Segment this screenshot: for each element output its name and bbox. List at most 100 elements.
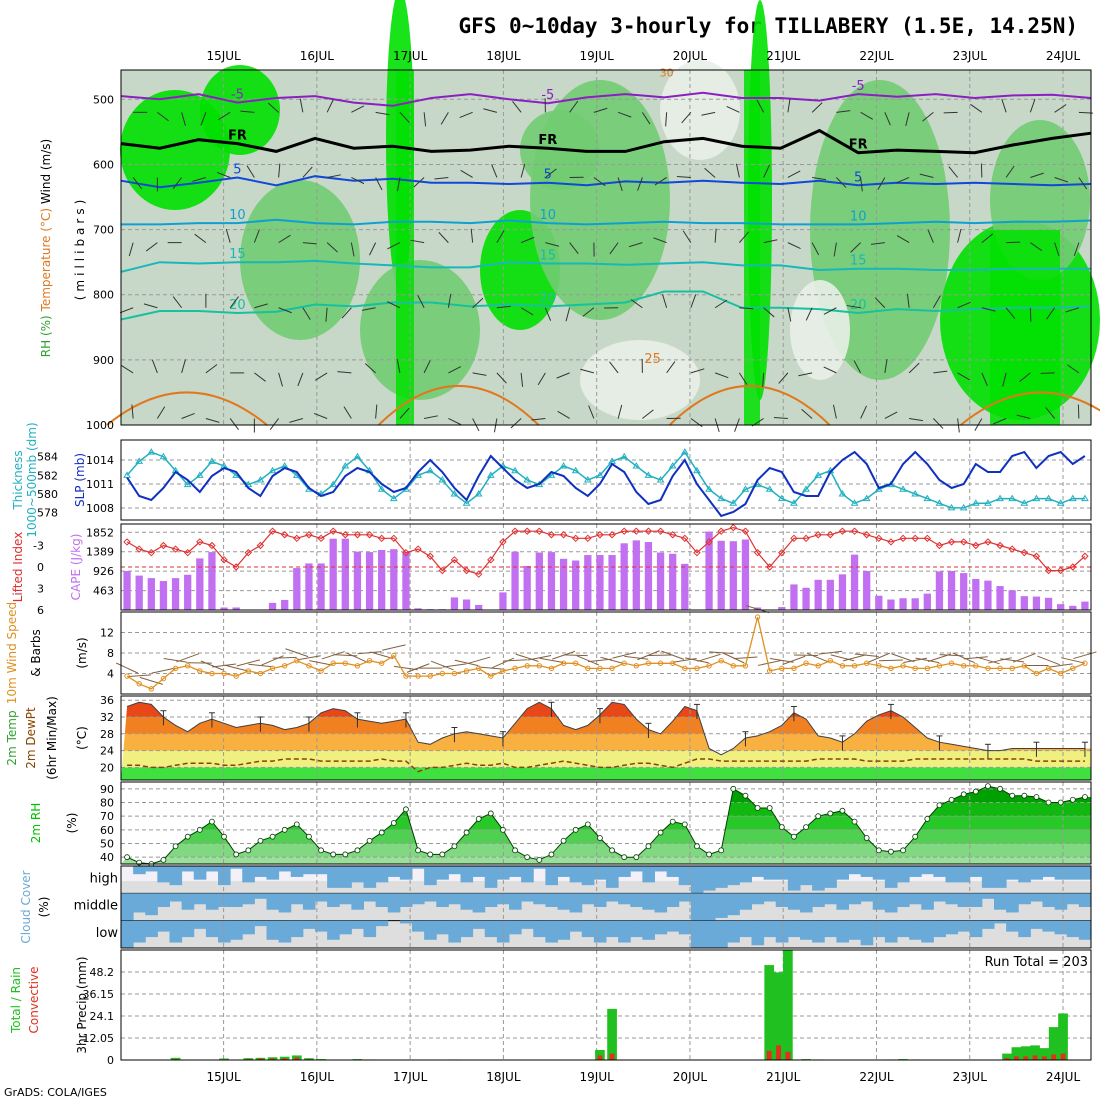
cloud-bar-middle bbox=[618, 893, 631, 905]
wind-barb bbox=[423, 360, 431, 374]
cloud-row-label: middle bbox=[74, 899, 118, 914]
date-label-bottom: 17JUL bbox=[393, 1070, 428, 1084]
wind-barb bbox=[520, 163, 526, 178]
rh-marker bbox=[706, 851, 712, 858]
wind-barb-10m bbox=[891, 653, 915, 663]
thickness-marker bbox=[511, 466, 519, 474]
wind-barb-10m bbox=[272, 656, 297, 659]
wind-speed-marker bbox=[560, 660, 567, 666]
wind-speed-marker bbox=[839, 663, 846, 669]
y-tick-label: 584 bbox=[37, 451, 58, 464]
cloud-bar-high bbox=[715, 866, 728, 888]
wind-barb bbox=[582, 307, 595, 317]
rh-marker bbox=[875, 847, 882, 854]
date-label-bottom: 22JUL bbox=[859, 1070, 894, 1084]
lifted-index-marker bbox=[268, 527, 277, 535]
cloud-bar-middle bbox=[1018, 893, 1031, 905]
cloud-bar-high bbox=[981, 866, 995, 888]
run-total-annotation: Run Total = 203 bbox=[985, 955, 1088, 970]
wind-barb-10m bbox=[127, 674, 152, 678]
panel-frame bbox=[120, 865, 1092, 949]
wind-barb-10m bbox=[661, 650, 685, 660]
wind-barb bbox=[1019, 372, 1031, 383]
lifted-index-marker bbox=[584, 534, 592, 543]
rh-marker bbox=[245, 847, 252, 854]
wind-barb bbox=[119, 307, 134, 314]
rh-marker bbox=[827, 810, 834, 817]
rh-marker bbox=[803, 824, 809, 830]
wind-barb bbox=[120, 365, 134, 374]
cloud-bar-high bbox=[557, 866, 571, 877]
rh-marker bbox=[233, 851, 240, 858]
lifted-index-marker bbox=[838, 527, 847, 535]
cloud-bar-low bbox=[1078, 920, 1092, 940]
wind-barb bbox=[131, 404, 134, 419]
wind-barb bbox=[593, 177, 606, 187]
cloud-bar-high bbox=[969, 866, 983, 877]
cloud-bar-middle bbox=[484, 893, 498, 907]
wind-barb bbox=[763, 307, 775, 318]
rh-contour-region bbox=[240, 180, 360, 340]
cloud-bar-high bbox=[315, 866, 328, 875]
rh-marker bbox=[500, 826, 506, 833]
wind-barb-10m bbox=[297, 655, 321, 661]
wind-barb bbox=[229, 296, 239, 309]
cloud-bar-low bbox=[145, 920, 158, 938]
wind-barb-10m bbox=[878, 659, 903, 662]
thickness-marker bbox=[450, 489, 459, 497]
wind-barb-10m bbox=[963, 656, 988, 660]
rh-marker bbox=[475, 816, 482, 822]
cape-bar bbox=[790, 584, 798, 610]
thickness-marker bbox=[668, 462, 677, 469]
wind-barb bbox=[850, 242, 861, 253]
wind-barb-10m bbox=[200, 660, 224, 671]
wind-barb-10m bbox=[903, 657, 928, 663]
cloud-bar-high bbox=[630, 866, 643, 872]
wind-barb bbox=[884, 411, 898, 419]
lifted-index-marker bbox=[741, 527, 750, 535]
wind-barb bbox=[628, 242, 643, 248]
wind-barb bbox=[836, 177, 847, 188]
wind-speed-marker bbox=[597, 665, 603, 672]
wind-barb bbox=[874, 297, 886, 309]
wind-barb-10m bbox=[176, 653, 200, 663]
wind-barb bbox=[905, 112, 910, 127]
precip-convective-bar bbox=[1023, 1056, 1029, 1060]
cloud-bar-middle bbox=[727, 893, 740, 916]
wind-speed-marker bbox=[500, 668, 506, 674]
thickness-marker bbox=[862, 494, 871, 502]
thickness-marker bbox=[899, 485, 907, 492]
precip-convective-bar bbox=[785, 1051, 791, 1060]
y-tick-label: 600 bbox=[93, 158, 114, 171]
wind-barb bbox=[846, 305, 861, 309]
lifted-index-marker bbox=[1081, 552, 1089, 560]
lifted-index-marker bbox=[862, 531, 871, 539]
wind-barb bbox=[617, 177, 623, 192]
cloud-bar-middle bbox=[666, 893, 680, 907]
cloud-bar-high bbox=[387, 866, 401, 877]
wind-barb bbox=[145, 242, 158, 252]
lifted-index-marker bbox=[923, 534, 932, 543]
wind-barb bbox=[569, 100, 579, 113]
lifted-index-label-part: Lifted Index bbox=[11, 532, 25, 603]
thickness-marker bbox=[947, 503, 956, 511]
cloud-bar-low bbox=[860, 920, 874, 946]
wind-barb bbox=[205, 418, 220, 423]
wind-barb-10m bbox=[600, 656, 624, 664]
wind-barb bbox=[172, 177, 183, 189]
thickness-marker bbox=[790, 499, 798, 506]
cloud-bar-low bbox=[715, 920, 728, 948]
cloud-bar-middle bbox=[848, 893, 862, 905]
cloud-bar-middle bbox=[703, 893, 716, 921]
wind-barb-10m bbox=[430, 660, 454, 671]
wind-barb bbox=[253, 229, 260, 243]
isotherm-label: 30 bbox=[660, 67, 674, 80]
rh-marker bbox=[572, 826, 579, 833]
y-tick-label: 24.1 bbox=[90, 1010, 115, 1023]
thickness-marker bbox=[874, 485, 883, 492]
wind-barb bbox=[410, 239, 425, 244]
cloud-bar-low bbox=[157, 920, 170, 932]
wind-barb bbox=[375, 404, 378, 419]
lifted-index-marker bbox=[826, 531, 835, 539]
